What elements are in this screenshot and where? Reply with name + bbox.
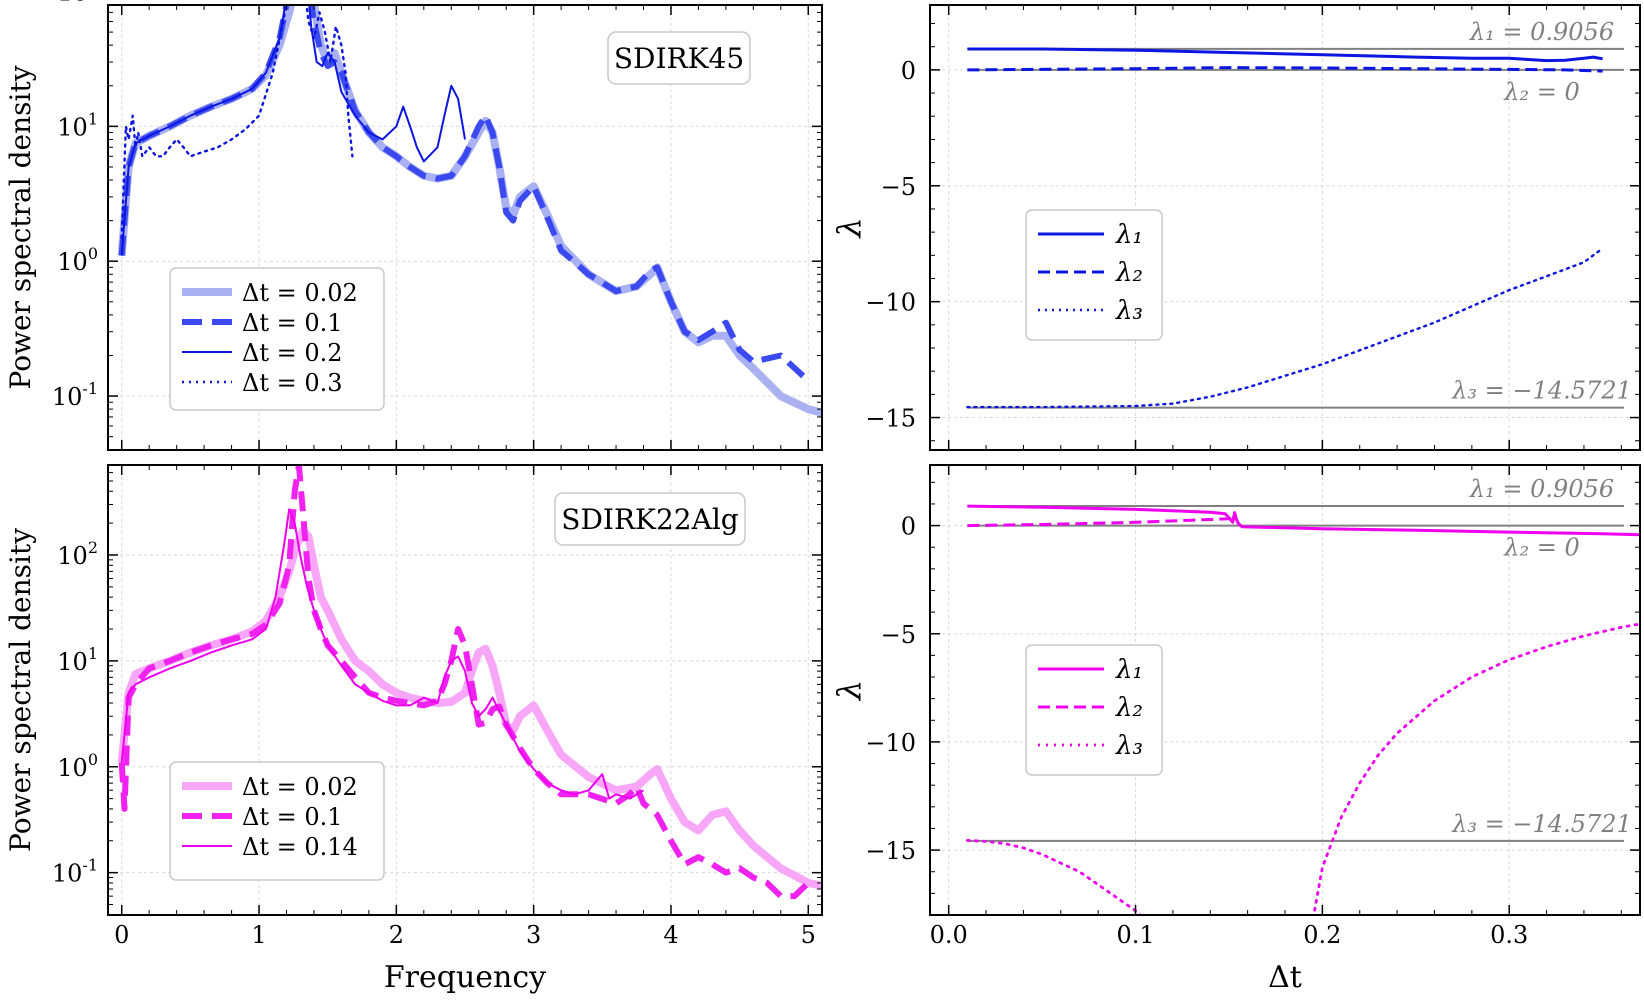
y-tick-label-4: −15 [865,837,916,865]
legend: λ₁ λ₂ λ₃ [1025,644,1163,776]
legend-label-1: λ₁ [1115,655,1143,685]
x-tick-label-3: 0.2 [1303,921,1341,949]
x-tick-label-4: 0.3 [1490,921,1528,949]
series-line-2 [967,66,1603,73]
x-tick-label-1: 0.0 [930,921,968,949]
x-tick-label-4: 3 [526,921,541,949]
x-axis-label: Δt [1268,960,1302,995]
legend-label-1: λ₁ [1115,220,1143,250]
x-axis-label: Frequency [384,960,546,995]
legend-label-1: Δt = 0.02 [242,773,358,801]
legend-label-2: λ₂ [1115,693,1143,723]
axes-frame [107,4,823,451]
x-tick-label-1: 0 [114,921,129,949]
series-line-3 [120,508,645,800]
reference-label-3: λ₃ = −14.5721 [1451,810,1632,838]
y-tick-label-1: 10-1 [52,379,98,411]
y-tick-label-4: −15 [865,405,916,433]
series-group [966,47,1604,409]
psd-sdirk45-panel: 10-1 100 101 102 Power spectral density SDIRK… [4,0,823,451]
y-tick-label-1: 0 [901,513,916,541]
lyap-sdirk45-panel: λ₁ = 0.9056 λ₂ = 0 λ₃ = −14.5721 0 −5 −10 −15 λ… [830,4,1641,451]
legend-label-4: Δt = 0.3 [242,369,343,397]
x-tick-label-2: 0.1 [1116,921,1154,949]
series-line-3 [966,247,1604,409]
y-tick-label-3: −10 [865,729,916,757]
x-tick-label-5: 4 [663,921,678,949]
y-tick-label-2: 100 [57,750,98,782]
y-axis-label: Power spectral density [4,528,37,852]
legend-label-3: λ₃ [1115,296,1143,326]
series-group [117,5,822,417]
reference-label-2: λ₂ = 0 [1503,78,1579,106]
reference-label-3: λ₃ = −14.5721 [1451,377,1632,405]
legend-label-1: Δt = 0.02 [242,279,358,307]
series-group [966,504,1640,915]
chart-title: SDIRK45 [614,42,744,75]
title-box [607,31,751,85]
y-tick-label-2: −5 [881,621,916,649]
series-line-4 [120,5,354,239]
y-tick-label-3: 101 [57,644,98,676]
lyap-sdirk22alg-panel: λ₁ = 0.9056 λ₂ = 0 λ₃ = −14.5721 0.0 0.1 0.2 0… [830,464,1641,995]
reference-label-1: λ₁ = 0.9056 [1469,475,1614,503]
legend-label-3: Δt = 0.2 [242,339,343,367]
legend: λ₁ λ₂ λ₃ [1025,209,1163,341]
series-line-2 [118,465,811,900]
y-tick-label-3: 101 [57,109,98,141]
series-line-3 [966,622,1640,915]
psd-sdirk22alg-panel: 0 1 2 3 4 5 10-1 100 101 102 Power spectral densit… [4,464,823,995]
series-line-2 [967,516,1233,528]
series-group [117,465,822,900]
y-tick-label-2: −5 [881,173,916,201]
legend-label-3: Δt = 0.14 [242,833,358,861]
series-line-1 [967,47,1603,63]
legend-label-3: λ₃ [1115,731,1143,761]
y-axis-label: λ [830,217,868,239]
reference-label-1: λ₁ = 0.9056 [1469,18,1614,46]
x-tick-label-3: 2 [389,921,404,949]
axes-frame [107,464,823,916]
y-tick-label-1: 10-1 [52,856,98,888]
series-line-1 [117,526,822,890]
legend-label-2: λ₂ [1115,258,1143,288]
legend-label-2: Δt = 0.1 [242,309,343,337]
y-axis-label: Power spectral density [4,65,37,389]
y-tick-label-4: 102 [57,0,98,7]
y-tick-label-1: 0 [901,57,916,85]
y-tick-label-3: −10 [865,289,916,317]
chart-title: SDIRK22Alg [561,503,738,536]
title-box [554,492,746,546]
x-tick-label-6: 5 [801,921,816,949]
reference-label-2: λ₂ = 0 [1503,534,1579,562]
x-tick-label-2: 1 [251,921,266,949]
legend-label-2: Δt = 0.1 [242,803,343,831]
y-axis-label: λ [830,680,868,702]
y-tick-label-2: 100 [57,244,98,276]
y-tick-label-4: 102 [57,538,98,570]
series-line-1 [967,504,1640,537]
series-line-3 [120,5,466,256]
